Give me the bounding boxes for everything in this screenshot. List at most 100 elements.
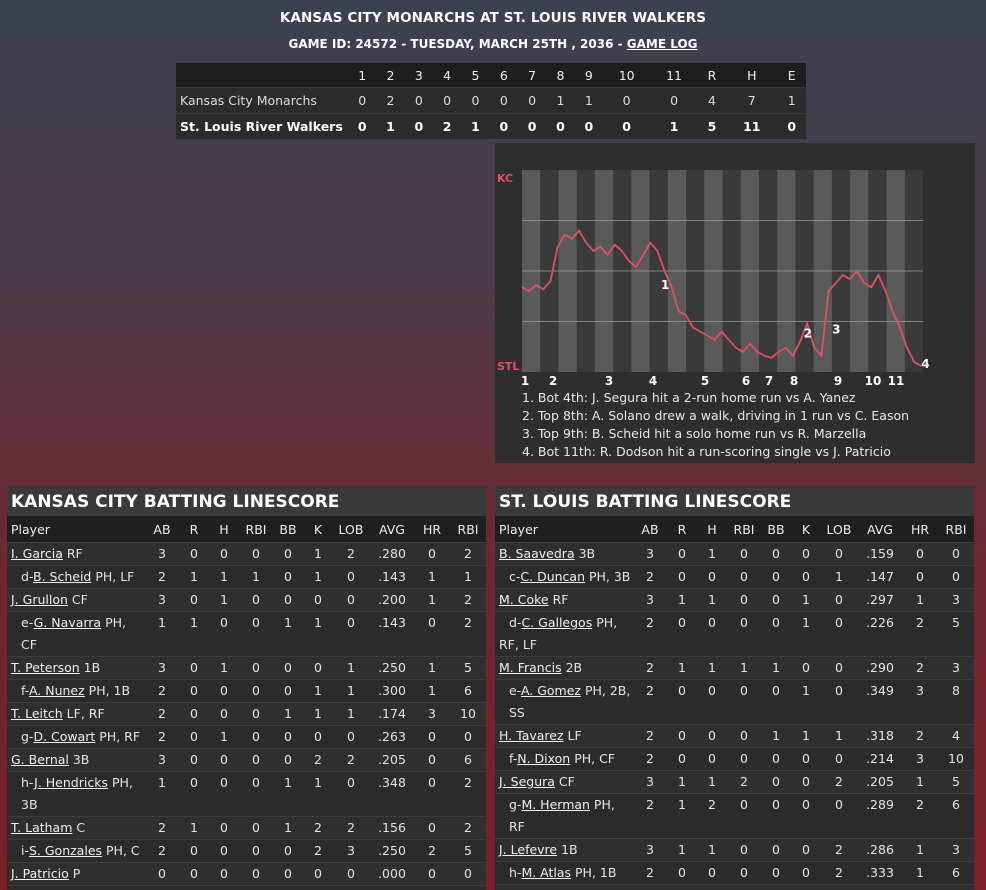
player-name-link[interactable]: A. Nunez — [28, 683, 85, 698]
player-name-link[interactable]: T. Peterson — [11, 660, 80, 675]
sub-prefix: d- — [21, 569, 33, 584]
player-name-link[interactable]: J. Segura — [499, 774, 555, 789]
stat-h: 0 — [696, 679, 728, 725]
player-name-link[interactable]: G. Navarra — [33, 615, 102, 630]
player-name-link[interactable]: M. Coke — [499, 592, 549, 607]
linescore-cell: 0 — [461, 87, 490, 114]
stat-avg: .263 — [370, 725, 414, 749]
column-header-player[interactable]: Player — [7, 516, 144, 543]
column-header-h[interactable]: H — [208, 516, 240, 543]
player-name-link[interactable]: M. Atlas — [521, 865, 572, 880]
stat-r: 0 — [180, 862, 208, 886]
column-header-bb[interactable]: BB — [272, 516, 304, 543]
stat-h: 1 — [696, 656, 728, 680]
stat-hr: 2 — [414, 839, 450, 863]
column-header-lob[interactable]: LOB — [332, 516, 370, 543]
stat-h: 0 — [208, 611, 240, 657]
column-header-rbi[interactable]: RBI — [728, 516, 760, 543]
player-cell: G. Bernal 3B — [7, 748, 144, 772]
stat-r: 0 — [180, 702, 208, 726]
player-name-link[interactable]: J. Lefevre — [499, 842, 558, 857]
game-log-link[interactable]: GAME LOG — [626, 37, 698, 51]
player-name-link[interactable]: C. Duncan — [520, 569, 585, 584]
player-name-link[interactable]: G. Bernal — [11, 752, 69, 767]
stat-rbi: 0 — [450, 862, 486, 886]
stat-lob: 0 — [820, 588, 858, 612]
column-header-r[interactable]: R — [180, 516, 208, 543]
stat-hr: 1 — [902, 770, 938, 794]
stat-ab: 2 — [144, 679, 180, 703]
column-header-rbi[interactable]: RBI — [450, 516, 486, 543]
column-header-hr[interactable]: HR — [414, 516, 450, 543]
sub-prefix: i- — [21, 843, 29, 858]
player-name-link[interactable]: J. Grullon — [11, 592, 68, 607]
batting-row: J. Patricio P 0 0 0 0 0 0 0.000 0 0 — [7, 862, 486, 886]
stat-lob: 0 — [820, 656, 858, 680]
player-name-link[interactable]: M. Francis — [499, 660, 562, 675]
sub-prefix: f- — [21, 683, 29, 698]
stat-rbi: 3 — [938, 838, 974, 862]
player-name-link[interactable]: J. Patricio — [11, 866, 69, 881]
stat-r: 0 — [180, 771, 208, 817]
batting-row: g-M. Herman PH, RF 2 1 2 0 0 0 0.289 2 6 — [495, 793, 974, 839]
player-cell: e-A. Gomez PH, 2B, SS — [495, 679, 632, 725]
player-name-link[interactable]: B. Saavedra — [499, 546, 575, 561]
player-name-link[interactable]: D. Cowart — [33, 729, 96, 744]
linescore-col-9: 9 — [574, 63, 603, 88]
stat-ab: 2 — [144, 885, 180, 890]
stat-rbi: 0 — [728, 724, 760, 748]
stat-rbi: 0 — [240, 725, 272, 749]
stat-rbi: 6 — [450, 748, 486, 772]
stat-h: 2 — [696, 793, 728, 839]
batting-row: h-M. Atlas PH, 1B 2 0 0 0 0 0 2.333 1 6 — [495, 861, 974, 885]
stat-ab: 2 — [144, 839, 180, 863]
stat-h: 1 — [696, 542, 728, 566]
column-header-k[interactable]: K — [304, 516, 332, 543]
player-position: 1B — [79, 660, 101, 675]
column-header-h[interactable]: H — [696, 516, 728, 543]
player-cell: h-M. Atlas PH, 1B — [495, 861, 632, 885]
player-name-link[interactable]: B. Scheid — [33, 569, 92, 584]
column-header-lob[interactable]: LOB — [820, 516, 858, 543]
stat-rbi: 0 — [240, 816, 272, 840]
stat-rbi: 2 — [450, 816, 486, 840]
column-header-r[interactable]: R — [668, 516, 696, 543]
player-name-link[interactable]: J. Hendricks — [34, 775, 108, 790]
chart-note: 1. Bot 4th: J. Segura hit a 2-run home r… — [522, 390, 856, 405]
player-name-link[interactable]: T. Leitch — [11, 706, 63, 721]
stat-avg: .279 — [858, 884, 902, 890]
stat-hr: 1 — [414, 656, 450, 680]
stat-avg: .280 — [370, 542, 414, 566]
column-header-k[interactable]: K — [792, 516, 820, 543]
player-name-link[interactable]: I. Garcia — [11, 546, 63, 561]
stat-avg: .147 — [858, 565, 902, 589]
stat-h: 0 — [208, 679, 240, 703]
chart-note: 4. Bot 11th: R. Dodson hit a run-scoring… — [522, 444, 891, 459]
linescore-col-6: 6 — [489, 63, 518, 88]
chart-note: 2. Top 8th: A. Solano drew a walk, drivi… — [522, 408, 910, 423]
column-header-ab[interactable]: AB — [632, 516, 668, 543]
column-header-ab[interactable]: AB — [144, 516, 180, 543]
stat-rbi: 10 — [938, 747, 974, 771]
linescore-col-r: R — [697, 63, 727, 88]
player-name-link[interactable]: M. Herman — [521, 797, 590, 812]
column-header-player[interactable]: Player — [495, 516, 632, 543]
column-header-bb[interactable]: BB — [760, 516, 792, 543]
column-header-avg[interactable]: AVG — [370, 516, 414, 543]
linescore-row: St. Louis River Walkers 0 1 0 2 1 0 0 0 0 0 1 5 11 0 — [176, 113, 806, 139]
stat-r: 0 — [668, 611, 696, 657]
player-name-link[interactable]: A. Gomez — [520, 683, 581, 698]
player-name-link[interactable]: Z. Wenman — [499, 888, 571, 890]
player-name-link[interactable]: S. Gonzales — [28, 843, 103, 858]
stat-rbi: 4 — [938, 884, 974, 890]
column-header-hr[interactable]: HR — [902, 516, 938, 543]
column-header-avg[interactable]: AVG — [858, 516, 902, 543]
player-name-link[interactable]: N. Dixon — [517, 751, 571, 766]
player-name-link[interactable]: H. Tavarez — [499, 728, 564, 743]
player-name-link[interactable]: T. Latham — [11, 820, 73, 835]
column-header-rbi[interactable]: RBI — [240, 516, 272, 543]
stat-rbi: 13 — [450, 885, 486, 890]
column-header-rbi[interactable]: RBI — [938, 516, 974, 543]
player-name-link[interactable]: C. Gallegos — [521, 615, 593, 630]
sub-prefix: h- — [509, 865, 522, 880]
